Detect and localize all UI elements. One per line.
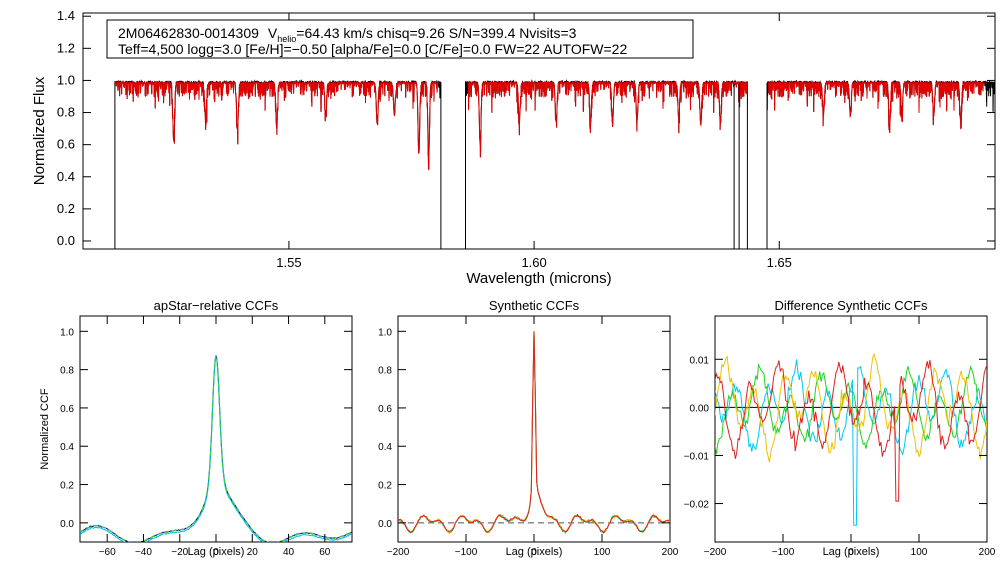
spectrum-x-label: Wavelength (microns) <box>466 270 611 287</box>
spectrum-y-label: Normalized Flux <box>31 76 48 185</box>
x-tick-label: 200 <box>979 547 996 558</box>
y-tick-label: 0.2 <box>378 481 392 492</box>
synthetic-ccf-visit-4 <box>398 331 670 534</box>
apstar-ccf-visit-2 <box>80 356 352 542</box>
synthetic-ccf-visit-3 <box>398 331 670 534</box>
x-tick-label: −60 <box>99 547 116 558</box>
model-spectrum-chip-3 <box>768 80 985 134</box>
apstar-ccf-ticks: −60 −40 −20 0 20 40 60 0.0 0.2 0.4 0.6 0.8 1.0 <box>60 316 352 558</box>
x-tick-label: 60 <box>319 547 331 558</box>
x-tick-label: −40 <box>135 547 152 558</box>
x-tick-label: 1.65 <box>767 255 792 270</box>
x-tick-label: 100 <box>911 547 928 558</box>
y-tick-label: 0.6 <box>57 137 75 152</box>
x-tick-label: 0 <box>531 547 537 558</box>
synthetic-ccf-title: Synthetic CCFs <box>489 298 580 313</box>
y-tick-label: 1.0 <box>57 72 75 87</box>
y-tick-label: 0.0 <box>378 519 392 530</box>
spectrum-info-line2: Teff=4,500 logg=3.0 [Fe/H]=−0.50 [alpha/… <box>118 41 627 57</box>
model-spectrum-chip-1 <box>114 80 439 171</box>
y-tick-label: 0.4 <box>57 169 75 184</box>
y-tick-label: 1.0 <box>60 327 74 338</box>
y-tick-label: 0.2 <box>60 481 74 492</box>
apstar-ccf-visit-1 <box>80 355 352 542</box>
x-tick-label: 0 <box>848 547 854 558</box>
x-tick-label: 100 <box>594 547 611 558</box>
spectrum-lines <box>114 79 995 249</box>
difference-ccf-x-label: Lag (pixels) <box>823 546 880 558</box>
y-tick-label: 0.4 <box>60 442 74 453</box>
x-tick-label: −20 <box>171 547 188 558</box>
y-tick-label: 0.6 <box>378 404 392 415</box>
x-tick-label: −200 <box>704 547 727 558</box>
apstar-ccf-plot-frame <box>79 315 353 543</box>
y-tick-label: 0.0 <box>57 233 75 248</box>
difference-ccf-title: Difference Synthetic CCFs <box>775 298 928 313</box>
spectrum-panel: 1.55 1.60 1.65 0.0 0.2 0.4 0.6 0.8 1.0 1.2 1.4 2M0… <box>31 8 996 287</box>
difference-ccf-diff-cyan <box>715 359 987 526</box>
y-tick-label: −0.01 <box>684 451 710 462</box>
synthetic-ccf-lines <box>398 331 670 535</box>
y-tick-label: 0.8 <box>60 366 74 377</box>
synthetic-ccf-ticks: −200 −100 0 100 200 0.0 0.2 0.4 0.6 0.8 1.0 <box>378 316 679 558</box>
x-tick-label: −100 <box>455 547 478 558</box>
synthetic-ccf-visit-1 <box>398 331 670 534</box>
observed-spectrum-chip-3 <box>766 79 995 249</box>
y-tick-label: 1.0 <box>378 327 392 338</box>
y-tick-label: 0.0 <box>60 519 74 530</box>
y-tick-label: 0.01 <box>690 355 710 366</box>
y-tick-label: 1.4 <box>57 8 75 23</box>
y-tick-label: 0.6 <box>60 404 74 415</box>
x-tick-label: 20 <box>247 547 259 558</box>
difference-ccf-plot-frame <box>714 315 988 543</box>
apstar-ccf-title: apStar−relative CCFs <box>154 298 279 313</box>
vhelio-subscript: helio <box>277 34 296 44</box>
apstar-ccf-panel: apStar−relative CCFs −60 −40 −20 0 20 40 60 0.0… <box>39 298 353 558</box>
apstar-ccf-x-label: Lag (pixels) <box>188 546 245 558</box>
x-tick-label: 1.60 <box>521 255 546 270</box>
x-tick-label: 200 <box>662 547 679 558</box>
synthetic-ccf-panel: Synthetic CCFs −200 −100 0 100 200 0.0 0.2 0.4 0… <box>378 298 679 558</box>
synthetic-ccf-x-label: Lag (pixels) <box>506 546 563 558</box>
difference-ccf-diff-green <box>715 363 987 455</box>
info-line1-values: =64.43 km/s chisq=9.26 S/N=399.4 Nvisits… <box>296 25 576 41</box>
spectrum-info-line1: 2M06462830-0014309 Vhelio=64.43 km/s chis… <box>118 25 577 44</box>
y-tick-label: 0.4 <box>378 442 392 453</box>
difference-ccf-lines <box>715 352 987 526</box>
y-tick-label: 1.2 <box>57 40 75 55</box>
x-tick-label: −200 <box>387 547 410 558</box>
apstar-ccf-y-label: Normalized CCF <box>39 388 51 470</box>
observed-spectrum-chip-2 <box>465 79 748 249</box>
spectrum-ticks: 1.55 1.60 1.65 0.0 0.2 0.4 0.6 0.8 1.0 1.2 1.4 <box>57 8 995 270</box>
y-tick-label: −0.02 <box>684 500 710 511</box>
x-tick-label: 0 <box>213 547 219 558</box>
apstar-ccf-visit-3 <box>80 355 352 542</box>
difference-ccf-diff-red <box>715 359 987 502</box>
x-tick-label: 1.55 <box>276 255 301 270</box>
synthetic-ccf-visit-2 <box>398 331 670 535</box>
spectrum-info-box <box>106 19 694 59</box>
difference-ccf-ticks: −200 −100 0 100 200 −0.02 −0.01 0.00 0.01 <box>684 316 996 558</box>
y-tick-label: 0.8 <box>378 366 392 377</box>
y-tick-label: 0.8 <box>57 105 75 120</box>
star-id: 2M06462830-0014309 <box>118 25 259 41</box>
y-tick-label: 0.00 <box>690 403 710 414</box>
vhelio-label: V <box>268 25 278 41</box>
apstar-ccf-lines <box>80 355 352 542</box>
difference-ccf-panel: Difference Synthetic CCFs −200 −100 0 100 20… <box>684 298 996 558</box>
x-tick-label: −100 <box>772 547 795 558</box>
model-spectrum-chip-2 <box>467 80 748 158</box>
y-tick-label: 0.2 <box>57 201 75 216</box>
x-tick-label: 40 <box>283 547 295 558</box>
